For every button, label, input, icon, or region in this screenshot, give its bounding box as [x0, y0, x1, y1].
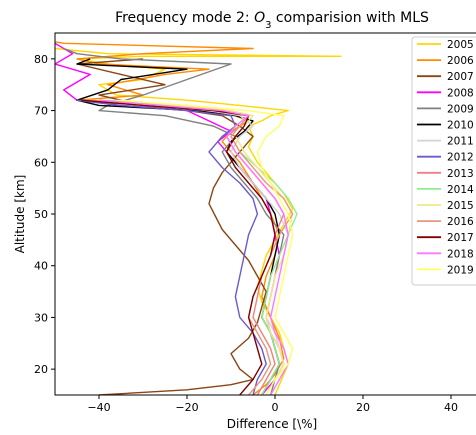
y-tick-label: 20: [34, 363, 48, 376]
y-axis-ticks: 20 30 40 50 60 70 80: [34, 53, 55, 376]
legend-label-2007: 2007: [447, 71, 474, 83]
chart-title-suffix: comparision with MLS: [271, 10, 429, 26]
y-tick-label: 30: [34, 311, 48, 324]
y-tick-label: 50: [34, 208, 48, 221]
legend-label-2012: 2012: [447, 152, 474, 164]
x-tick-label: 40: [444, 401, 458, 414]
y-tick-label: 70: [34, 105, 48, 118]
x-tick-label: −40: [87, 401, 110, 414]
chart-title: Frequency mode 2: O3 comparision with ML…: [115, 10, 429, 31]
series-line-2017: [81, 99, 276, 395]
x-tick-label: 20: [356, 401, 370, 414]
series-line-2012: [76, 99, 267, 395]
x-axis-label: Difference [\%]: [227, 417, 318, 431]
legend-label-2018: 2018: [447, 248, 474, 260]
legend-label-2011: 2011: [447, 136, 474, 148]
chart-title-subscript: 3: [265, 20, 271, 31]
y-tick-label: 60: [34, 156, 48, 169]
y-tick-label: 40: [34, 260, 48, 273]
legend-label-2010: 2010: [447, 120, 474, 132]
legend: 2005 2006 2007 2008 2009 2010 2011 2012 2013 2014…: [411, 36, 476, 286]
series-line-2014: [107, 99, 298, 395]
series-line-2006: [55, 41, 285, 395]
legend-label-2005: 2005: [447, 39, 474, 51]
x-tick-label: 0: [272, 401, 279, 414]
series-line-2007: [76, 58, 267, 395]
x-axis-ticks: −40 −20 0 20 40: [87, 395, 458, 414]
legend-label-2013: 2013: [447, 168, 474, 180]
legend-box: [411, 36, 476, 286]
y-axis-label: Altitude [km]: [13, 175, 27, 254]
legend-label-2017: 2017: [447, 232, 474, 244]
series-line-2013: [98, 99, 285, 395]
series-layer: [55, 41, 342, 395]
legend-label-2008: 2008: [447, 87, 474, 99]
x-tick-label: −20: [175, 401, 198, 414]
series-line-2018: [98, 99, 289, 395]
series-line-2016: [90, 99, 294, 395]
series-line-2019: [116, 99, 294, 395]
legend-label-2006: 2006: [447, 55, 474, 67]
legend-label-2016: 2016: [447, 216, 474, 228]
legend-label-2019: 2019: [447, 264, 474, 276]
legend-label-2009: 2009: [447, 103, 474, 115]
legend-label-2015: 2015: [447, 200, 474, 212]
chart-title-species: O: [254, 10, 265, 26]
y-tick-label: 80: [34, 53, 48, 66]
chart-title-prefix: Frequency mode 2:: [115, 10, 254, 26]
legend-label-2014: 2014: [447, 184, 474, 196]
